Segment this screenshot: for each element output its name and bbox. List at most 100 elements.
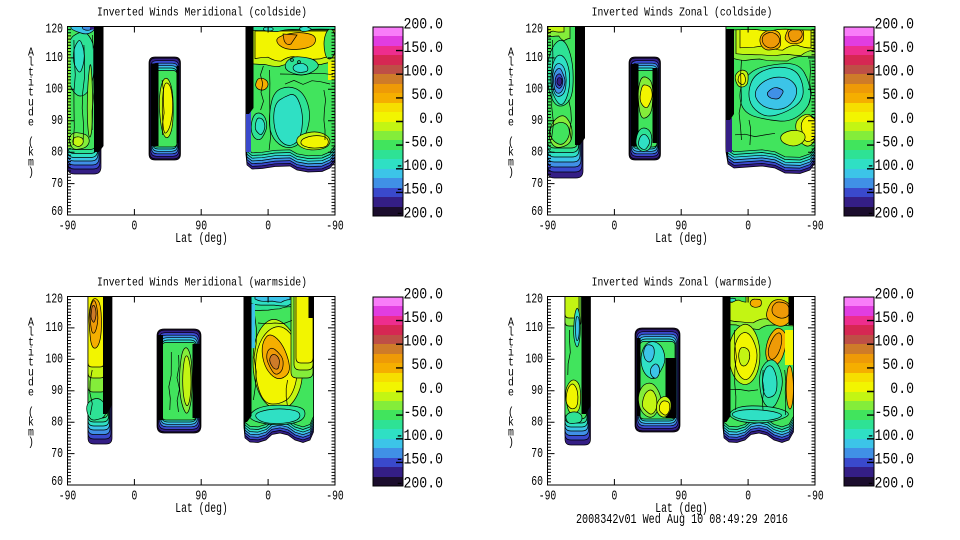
svg-text:d: d bbox=[28, 106, 34, 120]
svg-text:200.0: 200.0 bbox=[404, 15, 444, 33]
svg-text:e: e bbox=[28, 116, 34, 130]
svg-text:110: 110 bbox=[46, 50, 64, 66]
svg-text:100: 100 bbox=[46, 82, 64, 98]
svg-text:0.0: 0.0 bbox=[419, 380, 443, 398]
svg-text:80: 80 bbox=[531, 144, 543, 160]
svg-text:60: 60 bbox=[531, 474, 543, 490]
svg-text:2008342v01 Wed Aug 10 08:49:29: 2008342v01 Wed Aug 10 08:49:29 2016 bbox=[576, 512, 788, 528]
svg-text:d: d bbox=[508, 106, 514, 120]
svg-text:e: e bbox=[28, 386, 34, 400]
svg-text:0: 0 bbox=[745, 489, 751, 505]
svg-text:-90: -90 bbox=[59, 219, 77, 235]
svg-text:100.0: 100.0 bbox=[404, 333, 444, 351]
svg-text:): ) bbox=[508, 436, 514, 450]
svg-text:150.0: 150.0 bbox=[875, 39, 915, 57]
svg-text:80: 80 bbox=[51, 414, 63, 430]
svg-text:100.0: 100.0 bbox=[875, 333, 915, 351]
svg-text:90: 90 bbox=[675, 489, 687, 505]
svg-text:A: A bbox=[28, 316, 35, 330]
svg-text:-50.0: -50.0 bbox=[404, 133, 444, 151]
svg-text:60: 60 bbox=[51, 204, 63, 220]
svg-text:150.0: 150.0 bbox=[875, 309, 915, 327]
svg-text:-200.0: -200.0 bbox=[396, 474, 443, 492]
svg-text:Inverted Winds Meridional (col: Inverted Winds Meridional (coldside) bbox=[97, 6, 307, 20]
svg-text:50.0: 50.0 bbox=[882, 356, 914, 374]
svg-text:d: d bbox=[28, 376, 34, 390]
svg-text:t: t bbox=[28, 86, 34, 100]
svg-text:i: i bbox=[28, 346, 34, 360]
svg-text:0: 0 bbox=[132, 219, 138, 235]
svg-text:k: k bbox=[508, 146, 514, 160]
svg-text:0: 0 bbox=[265, 219, 271, 235]
svg-text:110: 110 bbox=[526, 320, 544, 336]
svg-text:(: ( bbox=[508, 406, 514, 420]
svg-text:t: t bbox=[28, 66, 34, 80]
svg-text:120: 120 bbox=[46, 22, 64, 38]
svg-text:): ) bbox=[28, 436, 34, 450]
svg-text:120: 120 bbox=[526, 292, 544, 308]
svg-text:(: ( bbox=[28, 406, 34, 420]
svg-text:0: 0 bbox=[745, 219, 751, 235]
svg-text:A: A bbox=[28, 46, 35, 60]
svg-text:-50.0: -50.0 bbox=[875, 403, 915, 421]
svg-text:Lat (deg): Lat (deg) bbox=[175, 231, 228, 247]
svg-text:d: d bbox=[508, 376, 514, 390]
svg-text:-200.0: -200.0 bbox=[396, 204, 443, 222]
svg-text:70: 70 bbox=[531, 446, 543, 462]
svg-text:Inverted Winds Zonal (coldside: Inverted Winds Zonal (coldside) bbox=[592, 6, 773, 20]
svg-text:k: k bbox=[508, 416, 514, 430]
svg-text:-150.0: -150.0 bbox=[867, 451, 914, 469]
svg-text:-100.0: -100.0 bbox=[396, 427, 443, 445]
svg-text:-100.0: -100.0 bbox=[867, 427, 914, 445]
svg-text:-100.0: -100.0 bbox=[396, 157, 443, 175]
svg-text:200.0: 200.0 bbox=[875, 285, 915, 303]
svg-text:0: 0 bbox=[612, 219, 618, 235]
svg-text:80: 80 bbox=[51, 144, 63, 160]
svg-text:90: 90 bbox=[531, 113, 543, 129]
svg-text:t: t bbox=[28, 336, 34, 350]
svg-text:l: l bbox=[28, 56, 34, 70]
svg-text:-200.0: -200.0 bbox=[867, 474, 914, 492]
svg-text:A: A bbox=[508, 316, 515, 330]
svg-text:Lat (deg): Lat (deg) bbox=[655, 231, 708, 247]
svg-text:0: 0 bbox=[132, 489, 138, 505]
svg-text:70: 70 bbox=[51, 446, 63, 462]
svg-text:i: i bbox=[508, 346, 514, 360]
svg-text:70: 70 bbox=[51, 176, 63, 192]
svg-text:m: m bbox=[508, 156, 514, 170]
svg-text:0: 0 bbox=[612, 489, 618, 505]
svg-text:80: 80 bbox=[531, 414, 543, 430]
svg-text:Lat (deg): Lat (deg) bbox=[175, 501, 228, 517]
svg-text:150.0: 150.0 bbox=[404, 309, 444, 327]
svg-text:k: k bbox=[28, 416, 34, 430]
svg-text:70: 70 bbox=[531, 176, 543, 192]
svg-text:(: ( bbox=[28, 136, 34, 150]
svg-text:l: l bbox=[508, 326, 514, 340]
svg-text:-90: -90 bbox=[326, 219, 344, 235]
svg-text:200.0: 200.0 bbox=[404, 285, 444, 303]
svg-text:100: 100 bbox=[46, 352, 64, 368]
svg-text:100: 100 bbox=[526, 82, 544, 98]
svg-text:100.0: 100.0 bbox=[875, 63, 915, 81]
svg-text:0: 0 bbox=[265, 489, 271, 505]
svg-text:Inverted Winds Meridional (war: Inverted Winds Meridional (warmside) bbox=[97, 276, 307, 290]
svg-text:m: m bbox=[28, 426, 34, 440]
svg-text:t: t bbox=[508, 356, 514, 370]
svg-text:u: u bbox=[28, 96, 34, 110]
svg-text:60: 60 bbox=[51, 474, 63, 490]
svg-text:t: t bbox=[28, 356, 34, 370]
svg-text:200.0: 200.0 bbox=[875, 15, 915, 33]
svg-text:Lat (deg): Lat (deg) bbox=[655, 501, 708, 517]
svg-text:u: u bbox=[508, 96, 514, 110]
svg-text:e: e bbox=[508, 116, 514, 130]
svg-text:m: m bbox=[28, 156, 34, 170]
svg-text:-150.0: -150.0 bbox=[396, 181, 443, 199]
svg-text:-150.0: -150.0 bbox=[867, 181, 914, 199]
svg-text:e: e bbox=[508, 386, 514, 400]
svg-text:60: 60 bbox=[531, 204, 543, 220]
svg-text:100: 100 bbox=[526, 352, 544, 368]
svg-text:-50.0: -50.0 bbox=[875, 133, 915, 151]
svg-text:A: A bbox=[508, 46, 515, 60]
svg-text:120: 120 bbox=[526, 22, 544, 38]
svg-text:i: i bbox=[28, 76, 34, 90]
